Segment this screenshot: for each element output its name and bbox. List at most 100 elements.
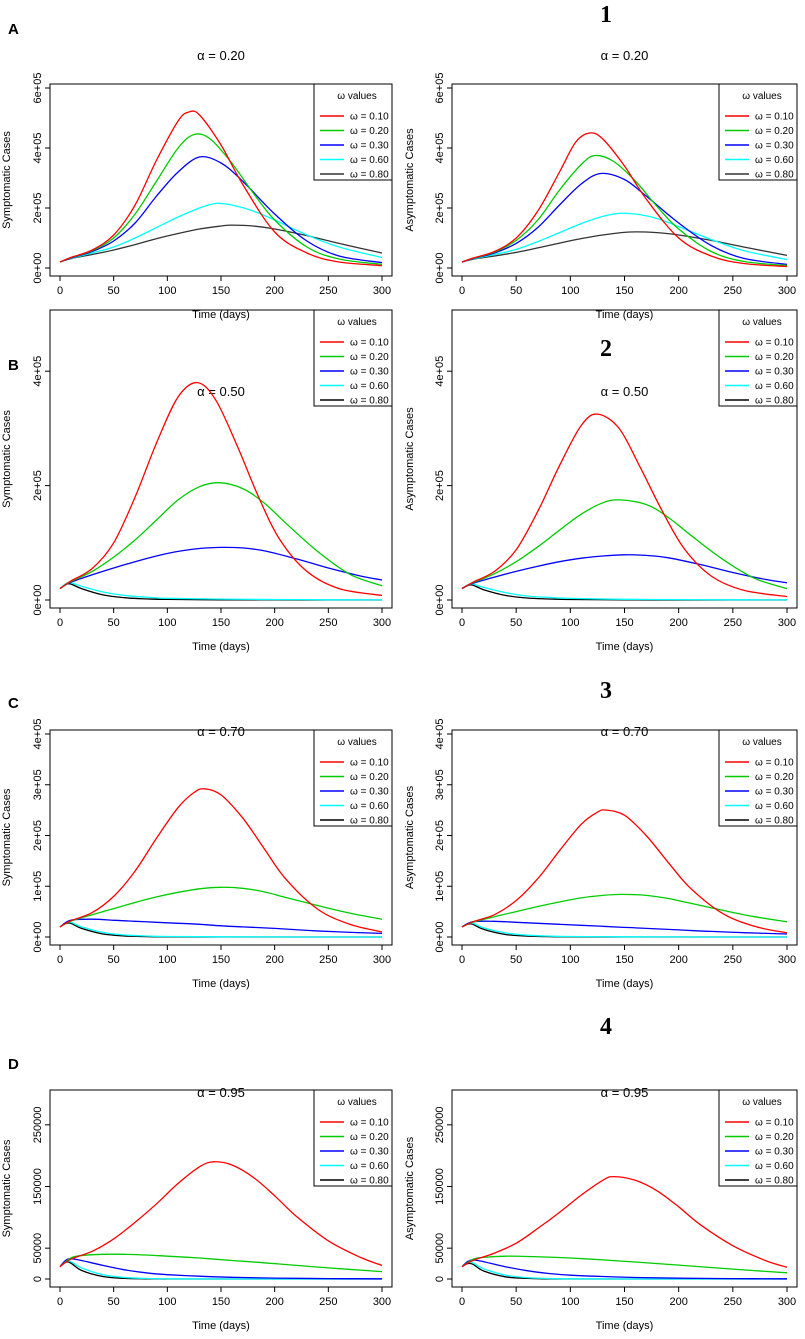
- legend-entry: ω = 0.60: [350, 155, 389, 166]
- legend-entry: ω = 0.20: [350, 352, 389, 363]
- legend-title: ω values: [337, 317, 377, 328]
- x-tick-label: 0: [459, 954, 465, 966]
- x-tick-label: 100: [158, 1296, 176, 1308]
- series-line: [461, 554, 788, 590]
- chart-panel-8: α = 0.95 0 50 100 150 200 250 300 Time (days) 0 50…: [404, 1085, 798, 1332]
- y-tick-label: 2e+05: [434, 820, 446, 851]
- x-tick-label: 300: [778, 1296, 796, 1308]
- panel-row-label-c: C: [8, 695, 19, 712]
- legend-entry: ω = 0.80: [350, 1176, 389, 1187]
- x-tick-label: 0: [459, 617, 465, 629]
- x-tick-label: 100: [561, 617, 579, 629]
- legend-entry: ω = 0.10: [755, 758, 794, 769]
- legend-entry: ω = 0.20: [755, 1132, 794, 1143]
- series-line: [461, 499, 788, 590]
- y-tick-label: 0e+00: [434, 922, 446, 953]
- panel-row-label-a: A: [8, 21, 19, 38]
- y-axis-label: Symptomatic Cases: [1, 410, 13, 508]
- x-tick-label: 50: [510, 285, 522, 297]
- x-axis-label: Time (days): [596, 978, 654, 990]
- x-tick-label: 300: [778, 617, 796, 629]
- legend-entry: ω = 0.60: [350, 1161, 389, 1172]
- x-tick-label: 250: [319, 617, 337, 629]
- chart-title: α = 0.20: [601, 48, 649, 63]
- y-axis-label: Asymptomatic Cases: [404, 407, 416, 511]
- series-line: [461, 923, 787, 938]
- x-tick-label: 50: [108, 617, 120, 629]
- series-line: [59, 110, 383, 267]
- series-line: [461, 920, 788, 935]
- legend-entry: ω = 0.30: [755, 141, 794, 152]
- y-axis-label: Symptomatic Cases: [1, 788, 13, 886]
- legend-box: [718, 1089, 798, 1187]
- y-tick-label: 0e+00: [32, 253, 44, 284]
- y-tick-label: 50000: [434, 1233, 446, 1264]
- y-tick-label: 2e+05: [32, 820, 44, 851]
- panel-row-number-2: 2: [600, 336, 612, 362]
- y-axis-label: Symptomatic Cases: [1, 1139, 13, 1237]
- y-tick-label: 4e+05: [32, 719, 44, 750]
- series-line: [59, 546, 383, 590]
- y-axis-label: Symptomatic Cases: [1, 131, 13, 229]
- legend-entry: ω = 0.10: [350, 758, 389, 769]
- x-tick-label: 50: [510, 617, 522, 629]
- x-tick-label: 200: [265, 617, 283, 629]
- series-line: [59, 918, 383, 935]
- chart-panel-6: α = 0.70 0 50 100 150 200 250 300 Time (days) 0e+…: [404, 719, 798, 990]
- legend-entry: ω = 0.20: [350, 1132, 389, 1143]
- series-line: [59, 922, 382, 938]
- x-tick-label: 300: [778, 285, 796, 297]
- legend-box: [718, 309, 798, 407]
- y-tick-label: 6e+05: [32, 73, 44, 104]
- x-tick-label: 250: [724, 617, 742, 629]
- y-tick-label: 1e+05: [434, 871, 446, 902]
- x-tick-label: 50: [510, 954, 522, 966]
- series-line: [461, 212, 788, 263]
- x-tick-label: 300: [373, 954, 391, 966]
- legend-entry: ω = 0.80: [755, 170, 794, 181]
- x-tick-label: 150: [212, 617, 230, 629]
- chart-title: α = 0.20: [197, 48, 245, 63]
- y-tick-label: 3e+05: [434, 769, 446, 800]
- legend-box: [718, 729, 798, 827]
- y-tick-label: 0e+00: [434, 253, 446, 284]
- x-tick-label: 300: [778, 954, 796, 966]
- series-line: [59, 202, 383, 263]
- legend-entry: ω = 0.60: [755, 381, 794, 392]
- legend-box: [313, 83, 393, 181]
- x-tick-label: 100: [158, 617, 176, 629]
- series-line: [59, 156, 383, 264]
- legend-entry: ω = 0.30: [350, 367, 389, 378]
- series-line: [59, 886, 383, 928]
- x-tick-label: 50: [108, 1296, 120, 1308]
- x-tick-label: 200: [265, 285, 283, 297]
- series-line: [461, 231, 788, 263]
- y-tick-label: 4e+05: [32, 356, 44, 387]
- legend-entry: ω = 0.10: [755, 338, 794, 349]
- x-tick-label: 150: [615, 954, 633, 966]
- x-tick-label: 50: [108, 954, 120, 966]
- x-tick-label: 50: [510, 1296, 522, 1308]
- y-axis-label: Asymptomatic Cases: [404, 1136, 416, 1240]
- legend-entry: ω = 0.30: [755, 787, 794, 798]
- chart-title: α = 0.50: [601, 384, 649, 399]
- legend-entry: ω = 0.30: [755, 1147, 794, 1158]
- x-tick-label: 250: [319, 285, 337, 297]
- series-line: [59, 1161, 383, 1268]
- legend-entry: ω = 0.20: [350, 772, 389, 783]
- legend-entry: ω = 0.30: [755, 367, 794, 378]
- legend-entry: ω = 0.80: [350, 396, 389, 407]
- legend-entry: ω = 0.10: [755, 112, 794, 123]
- x-tick-label: 250: [319, 1296, 337, 1308]
- chart-panel-1: α = 0.20 0 50 100 150 200 250 300 Time (days) 0e+…: [1, 48, 393, 321]
- legend-entry: ω = 0.80: [350, 170, 389, 181]
- legend-entry: ω = 0.60: [755, 801, 794, 812]
- x-axis-label: Time (days): [596, 1320, 654, 1332]
- x-tick-label: 100: [561, 954, 579, 966]
- x-tick-label: 0: [57, 1296, 63, 1308]
- legend-title: ω values: [742, 1097, 782, 1108]
- legend-entry: ω = 0.60: [350, 801, 389, 812]
- x-tick-label: 200: [669, 954, 687, 966]
- series-line: [461, 893, 788, 928]
- series-line: [461, 1255, 788, 1274]
